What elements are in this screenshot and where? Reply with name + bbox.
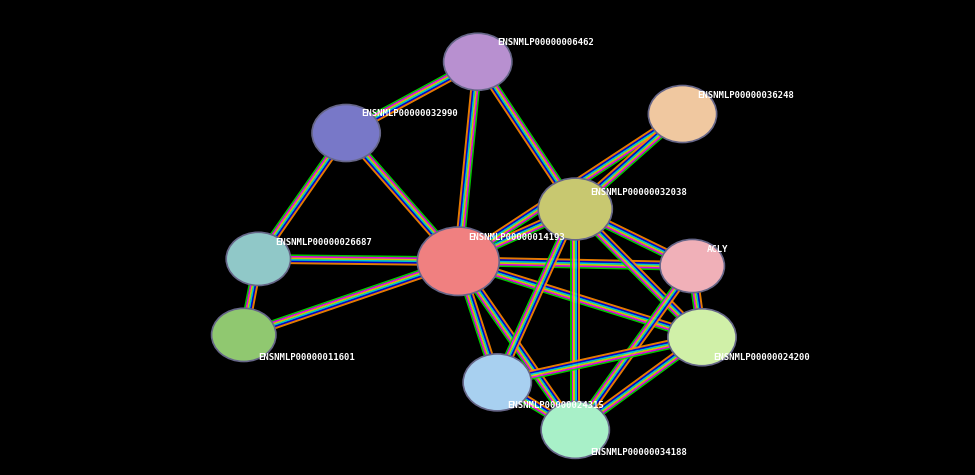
Ellipse shape bbox=[538, 178, 612, 240]
Text: ENSNMLP00000032038: ENSNMLP00000032038 bbox=[590, 188, 686, 197]
Text: ACLY: ACLY bbox=[707, 245, 728, 254]
Text: ENSNMLP00000036248: ENSNMLP00000036248 bbox=[697, 91, 794, 99]
Text: ENSNMLP00000026687: ENSNMLP00000026687 bbox=[275, 238, 371, 247]
Ellipse shape bbox=[417, 227, 499, 295]
Ellipse shape bbox=[668, 309, 736, 366]
Ellipse shape bbox=[541, 401, 609, 458]
Text: ENSNMLP00000014193: ENSNMLP00000014193 bbox=[468, 233, 565, 242]
Text: ENSNMLP00000034188: ENSNMLP00000034188 bbox=[590, 448, 686, 456]
Ellipse shape bbox=[444, 33, 512, 90]
Ellipse shape bbox=[648, 86, 717, 142]
Text: ENSNMLP00000011601: ENSNMLP00000011601 bbox=[258, 353, 355, 362]
Text: ENSNMLP00000024200: ENSNMLP00000024200 bbox=[714, 353, 810, 362]
Ellipse shape bbox=[312, 104, 380, 162]
Text: ENSNMLP00000032990: ENSNMLP00000032990 bbox=[361, 110, 457, 118]
Ellipse shape bbox=[212, 308, 276, 361]
Text: ENSNMLP00000024315: ENSNMLP00000024315 bbox=[507, 401, 604, 409]
Ellipse shape bbox=[660, 239, 724, 293]
Ellipse shape bbox=[226, 232, 291, 285]
Ellipse shape bbox=[463, 354, 531, 411]
Text: ENSNMLP00000006462: ENSNMLP00000006462 bbox=[497, 38, 594, 47]
